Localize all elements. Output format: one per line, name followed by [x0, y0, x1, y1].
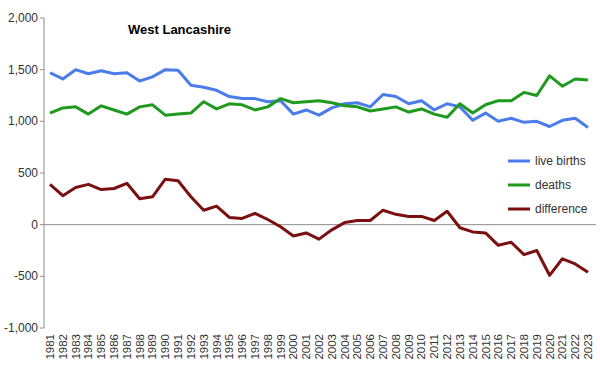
- legend-label: live births: [535, 154, 586, 168]
- x-tick-label: 1989: [146, 334, 158, 360]
- y-tick-label: 1,500: [8, 63, 38, 77]
- x-tick-label: 2014: [467, 333, 479, 359]
- x-tick-label: 2005: [351, 334, 363, 360]
- x-tick-label: 1982: [57, 334, 69, 360]
- y-tick-label: 500: [18, 166, 38, 180]
- x-tick-label: 1983: [70, 334, 82, 360]
- x-tick-label: 2017: [505, 334, 517, 360]
- x-tick-label: 2022: [569, 334, 581, 360]
- x-tick-label: 2023: [582, 334, 594, 360]
- x-tick-label: 2010: [415, 334, 427, 360]
- chart: -1,000-50005001,0001,5002,00019811982198…: [0, 0, 600, 385]
- x-tick-label: 2006: [364, 334, 376, 360]
- x-tick-label: 2000: [287, 334, 299, 360]
- y-tick: [40, 69, 44, 70]
- series-line: [50, 76, 588, 117]
- x-tick-label: 2002: [313, 334, 325, 360]
- x-tick-label: 2011: [428, 334, 440, 359]
- x-tick-label: 1999: [275, 334, 287, 360]
- x-tick-label: 1986: [108, 334, 120, 360]
- x-tick-label: 2019: [531, 334, 543, 360]
- legend-label: deaths: [535, 178, 571, 192]
- x-tick-label: 2008: [390, 334, 402, 360]
- series-line: [50, 70, 588, 128]
- plot-area: [50, 70, 588, 276]
- x-tick-label: 1993: [198, 334, 210, 360]
- legend-swatch: [508, 184, 530, 187]
- title: West Lancashire: [128, 22, 231, 37]
- x-tick-label: 1994: [211, 333, 223, 359]
- y-tick: [40, 18, 44, 19]
- x-tick-label: 2018: [518, 334, 530, 360]
- y-tick-label: 1,000: [8, 114, 38, 128]
- y-tick-label: 0: [31, 218, 38, 232]
- x-tick-label: 2007: [377, 334, 389, 360]
- y-tick: [40, 276, 44, 277]
- y-tick-label: -1,000: [4, 321, 38, 335]
- x-tick-label: 1997: [249, 334, 261, 360]
- y-tick: [40, 328, 44, 329]
- zero-line: [44, 224, 596, 225]
- x-tick-label: 1990: [159, 334, 171, 360]
- x-tick-label: 1998: [262, 334, 274, 360]
- legend-swatch: [508, 208, 530, 211]
- x-tick-label: 2016: [492, 334, 504, 360]
- x-tick-label: 1987: [121, 334, 133, 360]
- legend-label: difference: [535, 202, 588, 216]
- x-tick-label: 2020: [544, 334, 556, 360]
- x-tick-label: 2021: [556, 334, 568, 360]
- x-tick-label: 1996: [236, 334, 248, 360]
- x-tick-label: 1988: [134, 334, 146, 360]
- x-tick-label: 2003: [326, 334, 338, 360]
- x-tick-label: 1984: [82, 333, 94, 359]
- x-tick-label: 1995: [223, 334, 235, 360]
- x-tick-label: 2015: [480, 334, 492, 360]
- x-tick-label: 1981: [44, 334, 56, 360]
- x-tick-label: 2012: [441, 334, 453, 360]
- series-line: [50, 179, 588, 275]
- x-tick-label: 2001: [300, 334, 312, 360]
- x-tick-label: 2013: [454, 334, 466, 360]
- y-tick: [40, 121, 44, 122]
- x-tick-label: 2004: [339, 333, 351, 359]
- x-tick-label: 1991: [172, 334, 184, 360]
- x-tick-label: 1985: [95, 334, 107, 360]
- y-tick: [40, 173, 44, 174]
- y-tick-label: 2,000: [8, 11, 38, 25]
- legend-swatch: [508, 160, 530, 163]
- y-tick-label: -500: [14, 269, 38, 283]
- x-tick-label: 1992: [185, 334, 197, 360]
- y-tick: [40, 224, 44, 225]
- x-tick-label: 2009: [403, 334, 415, 360]
